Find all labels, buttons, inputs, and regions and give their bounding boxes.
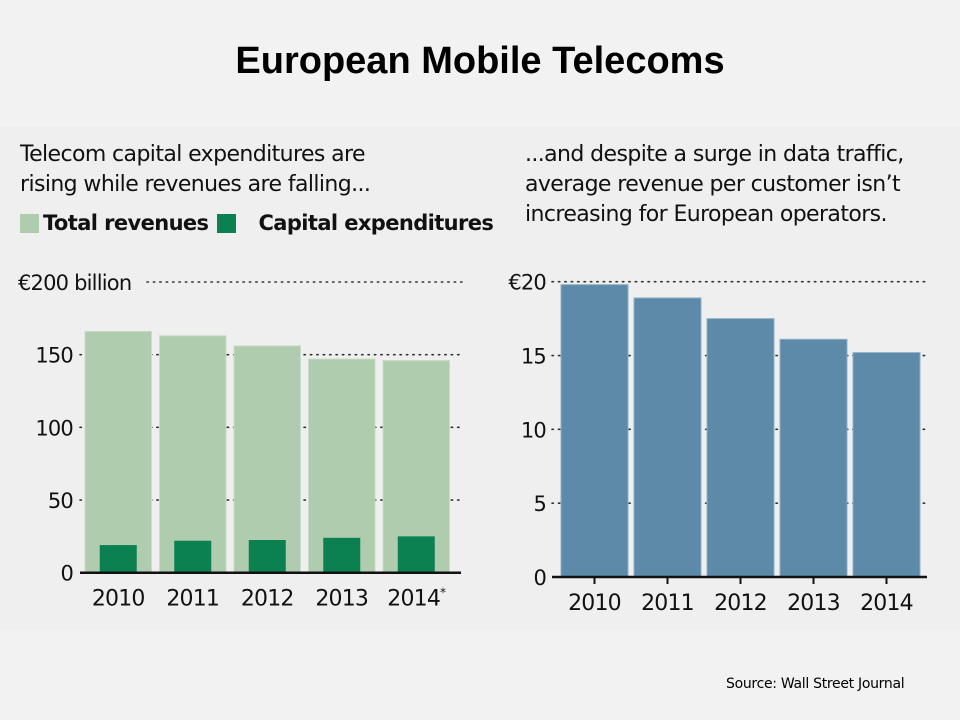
y-tick-label: 0 [533, 566, 546, 590]
bar-average-revenue-per-customer-2012 [706, 318, 775, 578]
bar-total-revenues-2011 [159, 335, 227, 574]
bar-average-revenue-per-customer-2010 [560, 284, 629, 578]
bar-capital-expenditures-2011 [174, 540, 212, 573]
x-tick-label: 2012 [714, 591, 767, 616]
bar-capital-expenditures-2010 [99, 545, 137, 573]
x-tick-label: 2010 [92, 587, 145, 612]
y-tick-label: 100 [35, 416, 73, 440]
y-tick-label: €20 [508, 271, 546, 295]
y-tick-label: 50 [48, 489, 73, 513]
bar-capital-expenditures-2014 [397, 536, 435, 573]
y-tick-label: €200 billion [18, 271, 131, 295]
left-chart-headline: Telecom capital expenditures are rising … [20, 140, 371, 200]
right-chart-arpu: 0 5 10 15 €20 2010 2011 2012 2013 2014 [508, 271, 927, 616]
y-tick-label: 0 [60, 562, 73, 586]
left-chart-legend: Total revenues Capital expenditures [20, 211, 494, 235]
x-tick-label: 2013 [787, 591, 840, 616]
right-chart-headline: ...and despite a surge in data traffic, … [525, 140, 904, 230]
source-note: Source: Wall Street Journal [726, 676, 905, 692]
bar-total-revenues-2010 [84, 330, 152, 574]
bar-average-revenue-per-customer-2011 [633, 297, 702, 578]
footnote-asterisk: * [440, 586, 446, 600]
bar-total-revenues-2012 [233, 345, 301, 574]
x-tick-label: 2011 [166, 587, 219, 612]
x-tick-label: 2012 [241, 587, 294, 612]
x-tick-label: 2014 [860, 591, 913, 616]
slide-title: European Mobile Telecoms [235, 40, 725, 82]
right-headline-line-1: ...and despite a surge in data traffic, [525, 142, 904, 167]
x-tick-label: 2010 [568, 591, 621, 616]
y-tick-label: 10 [521, 418, 546, 442]
bar-average-revenue-per-customer-2014 [852, 352, 921, 578]
right-headline-line-3: increasing for European operators. [525, 202, 888, 227]
left-headline-line-1: Telecom capital expenditures are [20, 142, 366, 167]
x-tick-label: 2011 [641, 591, 694, 616]
bar-total-revenues-2013 [308, 358, 376, 574]
legend-label-total-revenues: Total revenues [43, 211, 209, 235]
x-tick-label: 2013 [315, 587, 368, 612]
bar-capital-expenditures-2012 [248, 539, 286, 573]
legend-swatch-capex [217, 213, 237, 233]
left-chart-revenue-capex: 0 50 100 150 €200 billion 2010 2011 2012 2013 201… [18, 271, 463, 612]
y-tick-label: 5 [533, 492, 546, 516]
legend-swatch-total-revenues [20, 213, 39, 233]
legend-label-capex: Capital expenditures [258, 211, 494, 235]
bar-average-revenue-per-customer-2013 [779, 338, 848, 578]
y-tick-label: 150 [35, 344, 73, 368]
y-tick-label: 15 [521, 345, 546, 369]
right-headline-line-2: average revenue per customer isn’t [525, 172, 901, 197]
left-headline-line-2: rising while revenues are falling... [20, 172, 371, 197]
x-tick-label: 2014* [387, 586, 446, 612]
bar-capital-expenditures-2013 [323, 537, 361, 573]
